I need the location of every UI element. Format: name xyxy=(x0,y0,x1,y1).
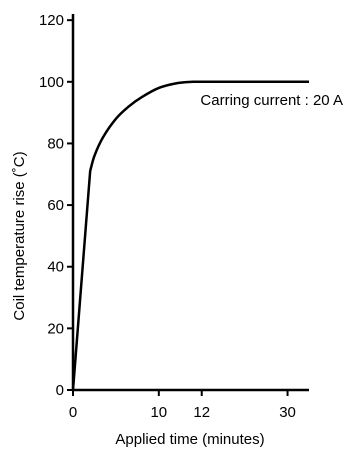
x-tick-label: 12 xyxy=(193,404,210,421)
y-tick-label: 80 xyxy=(47,135,64,152)
x-axis-title: Applied time (minutes) xyxy=(115,431,264,448)
series-lines xyxy=(73,82,309,390)
y-axis: 0 20 40 60 80 100 120 xyxy=(39,12,73,399)
x-tick-label: 10 xyxy=(150,404,167,421)
y-tick-label: 20 xyxy=(47,320,64,337)
y-tick-label: 100 xyxy=(39,74,64,91)
series-line-0 xyxy=(73,82,309,390)
x-axis: 0 10 12 30 xyxy=(69,390,309,421)
x-tick-label: 30 xyxy=(279,404,296,421)
y-tick-label: 60 xyxy=(47,197,64,214)
y-tick-label: 40 xyxy=(47,259,64,276)
x-tick-label: 0 xyxy=(69,404,77,421)
y-axis-title: Coil temperature rise (˚C) xyxy=(11,151,28,320)
annotation-label: Carring current : 20 A xyxy=(200,92,343,109)
y-tick-label: 0 xyxy=(56,382,64,399)
y-tick-label: 120 xyxy=(39,12,64,29)
